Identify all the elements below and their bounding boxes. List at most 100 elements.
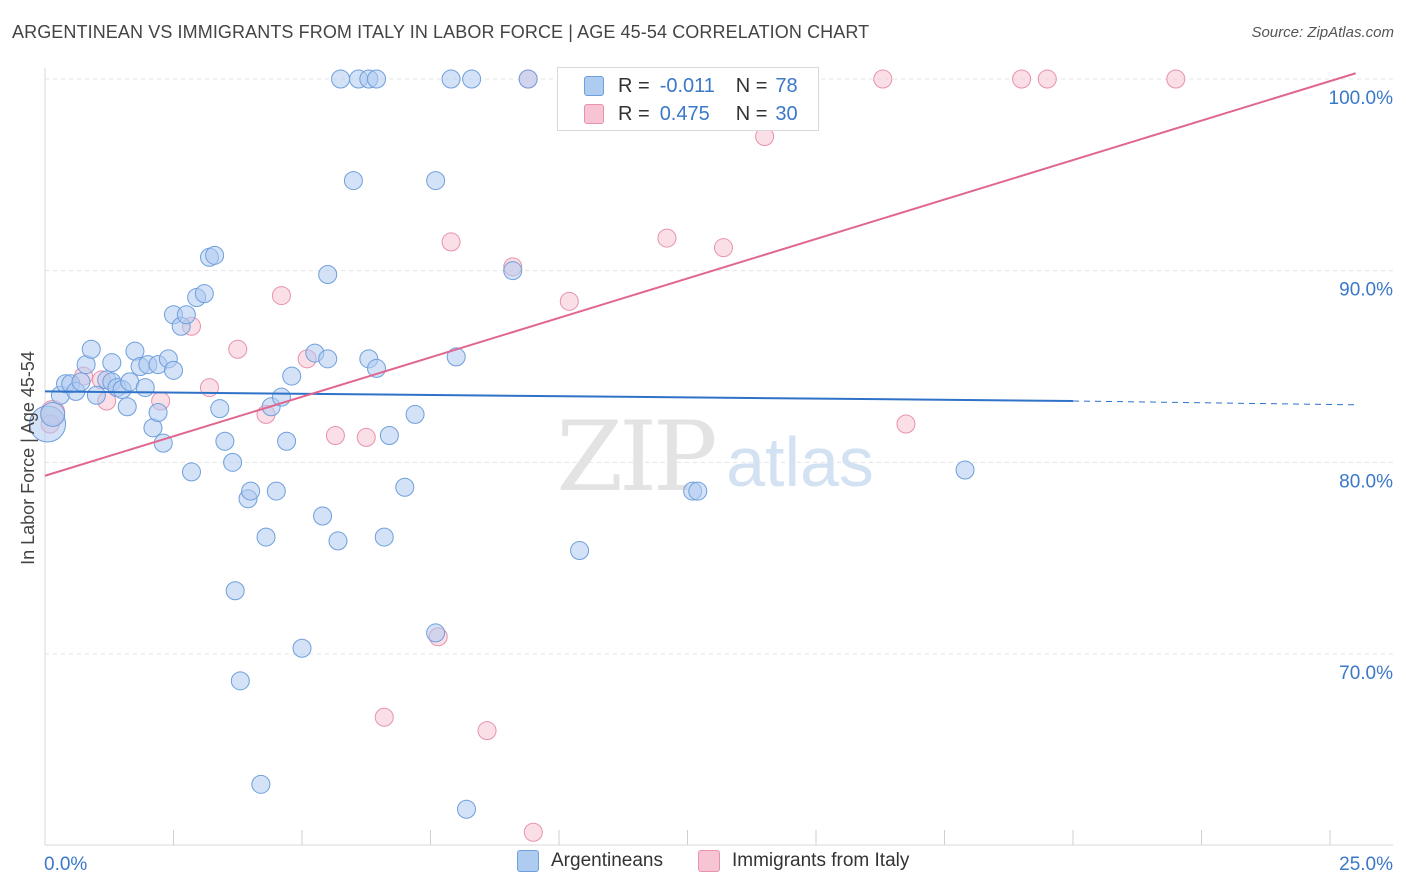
series-legend: Argentineans Immigrants from Italy — [0, 850, 1406, 880]
tick-labels: 100.0% 90.0% 80.0% 70.0% 0.0% 25.0% — [44, 88, 1393, 875]
argentinean-point — [518, 69, 538, 89]
argentineans-trendline-extension — [1072, 400, 1356, 406]
italy-point — [873, 69, 893, 89]
italy-point — [713, 238, 733, 258]
argentinean-point — [176, 305, 196, 325]
argentinean-point — [135, 378, 155, 398]
italy-point — [657, 228, 677, 248]
italy-trendline — [44, 72, 1356, 477]
trendlines — [44, 72, 1356, 477]
y-tick-label: 80.0% — [1339, 471, 1393, 492]
legend-swatch-pink — [584, 104, 604, 124]
argentinean-point — [277, 431, 297, 451]
legend-label-immigrants-from-italy: Immigrants from Italy — [732, 850, 910, 871]
legend-item-immigrants-from-italy[interactable]: Immigrants from Italy — [698, 850, 909, 872]
legend-row-italy: R = 0.475 N = 30 — [584, 102, 798, 126]
argentinean-point — [395, 477, 415, 497]
argentinean-point — [164, 360, 183, 380]
argentinean-point — [456, 799, 476, 819]
argentinean-point — [71, 372, 91, 392]
argentinean-point — [688, 481, 708, 501]
argentinean-point — [405, 404, 425, 424]
argentinean-point — [241, 481, 261, 501]
italy-point — [228, 339, 248, 359]
argentinean-point — [210, 399, 230, 419]
legend-swatch-immigrants-from-italy — [698, 850, 720, 872]
argentinean-point — [328, 531, 348, 551]
argentinean-point — [181, 462, 201, 482]
italy-point — [477, 721, 497, 741]
italy-point — [356, 427, 376, 447]
argentinean-point — [282, 366, 302, 386]
argentinean-point — [367, 69, 387, 89]
legend-r-value-argentineans: -0.011 — [659, 74, 715, 97]
argentinean-point — [426, 171, 446, 191]
watermark-atlas: atlas — [726, 423, 874, 501]
legend-swatch-blue — [584, 76, 604, 96]
argentinean-point — [441, 69, 461, 89]
legend-n-value-argentineans: 78 — [775, 74, 798, 97]
legend-row-argentineans: R = -0.011 N = 78 — [584, 74, 798, 98]
italy-point — [559, 291, 579, 311]
argentinean-point — [318, 349, 338, 369]
source-credit: Source: ZipAtlas.com — [1251, 24, 1394, 41]
argentinean-point — [331, 69, 351, 89]
argentinean-point — [40, 401, 66, 427]
italy-point — [1037, 69, 1057, 89]
argentinean-point — [955, 460, 975, 480]
argentinean-point — [343, 171, 363, 191]
legend-swatch-argentineans — [517, 850, 539, 872]
argentinean-point — [148, 403, 168, 422]
argentinean-point — [86, 385, 106, 405]
legend-label-argentineans: Argentineans — [551, 850, 663, 871]
legend-n-label: N = — [735, 74, 768, 97]
italy-point — [896, 414, 916, 434]
y-tick-label: 70.0% — [1339, 663, 1393, 684]
italy-point — [325, 426, 345, 445]
italy-point — [271, 286, 291, 306]
legend-item-argentineans[interactable]: Argentineans — [517, 850, 663, 872]
watermark: ZIP atlas — [556, 401, 874, 513]
argentinean-point — [117, 397, 137, 417]
y-tick-label: 100.0% — [1329, 88, 1394, 109]
italy-point — [523, 822, 543, 842]
argentinean-point — [374, 527, 394, 547]
y-axis-label: In Labor Force | Age 45-54 — [18, 351, 38, 565]
legend-r-value-italy: 0.475 — [659, 102, 710, 125]
argentinean-point — [223, 452, 243, 472]
argentinean-point — [462, 69, 482, 89]
italy-point — [441, 232, 461, 252]
legend-r-label: R = — [618, 74, 650, 97]
argentinean-point — [318, 265, 338, 284]
argentinean-point — [379, 426, 399, 445]
legend-n-value-italy: 30 — [775, 102, 798, 125]
argentinean-point — [503, 261, 523, 281]
argentinean-point — [251, 774, 271, 794]
argentinean-point — [426, 623, 446, 643]
argentinean-point — [313, 506, 333, 526]
argentinean-point — [230, 671, 250, 691]
argentinean-point — [205, 245, 225, 265]
gridlines — [45, 78, 1393, 655]
axes — [44, 68, 1393, 846]
argentinean-point — [292, 638, 312, 658]
argentinean-point — [256, 527, 276, 547]
argentinean-point — [266, 481, 286, 501]
argentinean-point — [215, 431, 235, 451]
x-tick-label: 25.0% — [1339, 854, 1393, 875]
argentinean-point — [225, 581, 245, 601]
italy-point — [374, 707, 394, 727]
argentinean-point — [570, 541, 590, 560]
italy-point — [1012, 69, 1032, 89]
argentineans-trendline — [44, 390, 1074, 402]
argentinean-point — [446, 347, 466, 367]
stats-legend: R = -0.011 N = 78 R = 0.475 N = 30 — [557, 67, 819, 131]
argentinean-point — [102, 353, 122, 373]
argentinean-point — [194, 284, 214, 304]
argentinean-point — [81, 339, 101, 359]
chart-title: ARGENTINEAN VS IMMIGRANTS FROM ITALY IN … — [12, 22, 870, 42]
italy-point — [1166, 69, 1186, 89]
y-tick-label: 90.0% — [1339, 280, 1393, 301]
legend-r-label: R = — [618, 102, 650, 125]
